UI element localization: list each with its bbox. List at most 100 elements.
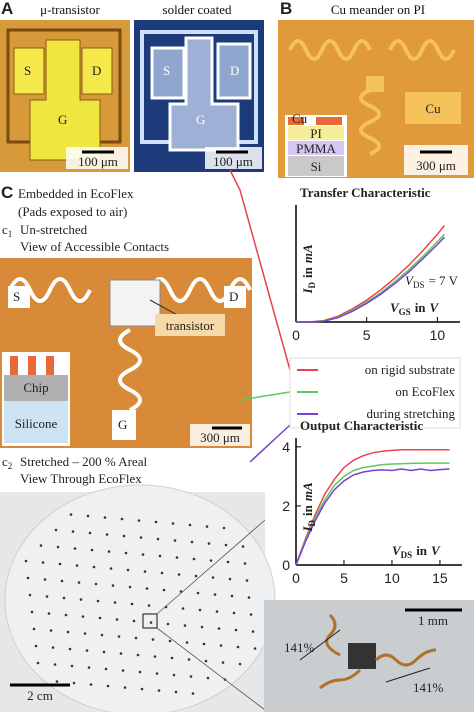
dot — [188, 523, 192, 527]
dot — [207, 542, 211, 545]
dot — [241, 545, 245, 548]
stack-layer: PI — [310, 126, 322, 141]
panel-label: A — [1, 0, 13, 18]
scale-bar-label: 100 μm — [78, 154, 118, 169]
dot — [68, 647, 72, 651]
dot — [117, 635, 121, 638]
dot — [69, 513, 73, 516]
dot — [190, 540, 194, 544]
label-word: = 7 V — [428, 273, 458, 288]
label-word: in — [300, 504, 315, 516]
dot — [107, 550, 111, 553]
dot — [83, 632, 87, 635]
dot — [155, 672, 159, 675]
dot — [136, 653, 140, 657]
pad-label: D — [230, 63, 239, 78]
dot — [92, 565, 96, 569]
label-symbol: V — [390, 300, 400, 315]
legend-box — [289, 357, 461, 429]
dot — [49, 629, 53, 632]
dot — [126, 568, 130, 572]
dot — [162, 588, 166, 592]
data-line — [295, 462, 450, 566]
dot — [41, 561, 45, 564]
dot — [81, 615, 85, 618]
pad-label: G — [58, 112, 67, 127]
dot — [217, 627, 221, 630]
dot — [60, 579, 64, 583]
dot — [89, 683, 93, 686]
data-line — [296, 236, 445, 323]
x-tick-label: 10 — [430, 327, 446, 343]
dot — [43, 578, 47, 581]
strain-label: 141% — [284, 640, 315, 655]
dot — [137, 519, 141, 522]
photo-title: Cu meander on PI — [331, 2, 425, 17]
sub-index: 2 — [8, 461, 13, 471]
dot — [228, 577, 232, 581]
legend-label: during stretching — [367, 406, 456, 421]
dot — [153, 655, 157, 658]
dot — [230, 594, 234, 598]
axis-label: IDin mA — [300, 244, 317, 295]
dot — [219, 644, 223, 647]
dot — [154, 520, 158, 524]
dot — [174, 690, 178, 694]
stack-layer: PMMA — [296, 141, 336, 156]
dot — [189, 675, 193, 678]
label-subscript: D — [307, 519, 317, 526]
dot — [160, 571, 164, 575]
dot — [88, 531, 92, 535]
dot — [175, 556, 179, 559]
y-tick-label: 0 — [282, 557, 290, 573]
dot — [171, 522, 175, 525]
dot — [143, 570, 147, 573]
dot — [132, 619, 136, 623]
x-tick-label: 0 — [292, 327, 300, 343]
dot — [183, 624, 187, 627]
dot — [173, 539, 177, 542]
dot — [205, 525, 209, 528]
dot — [141, 553, 145, 556]
dot — [71, 530, 75, 533]
dot — [87, 666, 91, 669]
dot — [28, 593, 32, 597]
dot — [79, 598, 83, 601]
dot — [170, 656, 174, 660]
dot — [34, 644, 38, 648]
dot — [102, 650, 106, 654]
pad-label: S — [24, 63, 31, 78]
dot — [109, 567, 113, 570]
dot — [45, 595, 49, 598]
x-tick-label: 10 — [384, 570, 400, 586]
caption: Un-stretched — [20, 222, 88, 237]
x-tick-label: 15 — [432, 570, 448, 586]
label-subscript: DS — [401, 550, 413, 560]
dot — [251, 630, 255, 633]
label-unit: V — [431, 543, 441, 558]
dot — [181, 607, 185, 610]
dot — [206, 676, 210, 680]
label-word: in — [416, 543, 428, 558]
data-line — [295, 468, 450, 566]
dot — [140, 687, 144, 691]
dot — [30, 610, 34, 614]
legend-label: on rigid substrate — [365, 362, 455, 377]
scale-bar-label: 1 mm — [418, 613, 448, 628]
dot — [232, 611, 236, 615]
dot — [77, 581, 81, 584]
dot — [202, 642, 206, 646]
dot — [105, 533, 109, 536]
dot — [211, 576, 215, 579]
dot — [26, 576, 30, 580]
dot — [156, 537, 160, 541]
dot — [130, 602, 134, 606]
dot — [226, 560, 230, 564]
caption: View of Accessible Contacts — [20, 239, 169, 254]
sub-label: c — [2, 222, 8, 237]
label-unit: V — [430, 300, 440, 315]
dot — [72, 681, 76, 685]
dot — [191, 692, 195, 695]
label-unit: mA — [300, 482, 315, 501]
